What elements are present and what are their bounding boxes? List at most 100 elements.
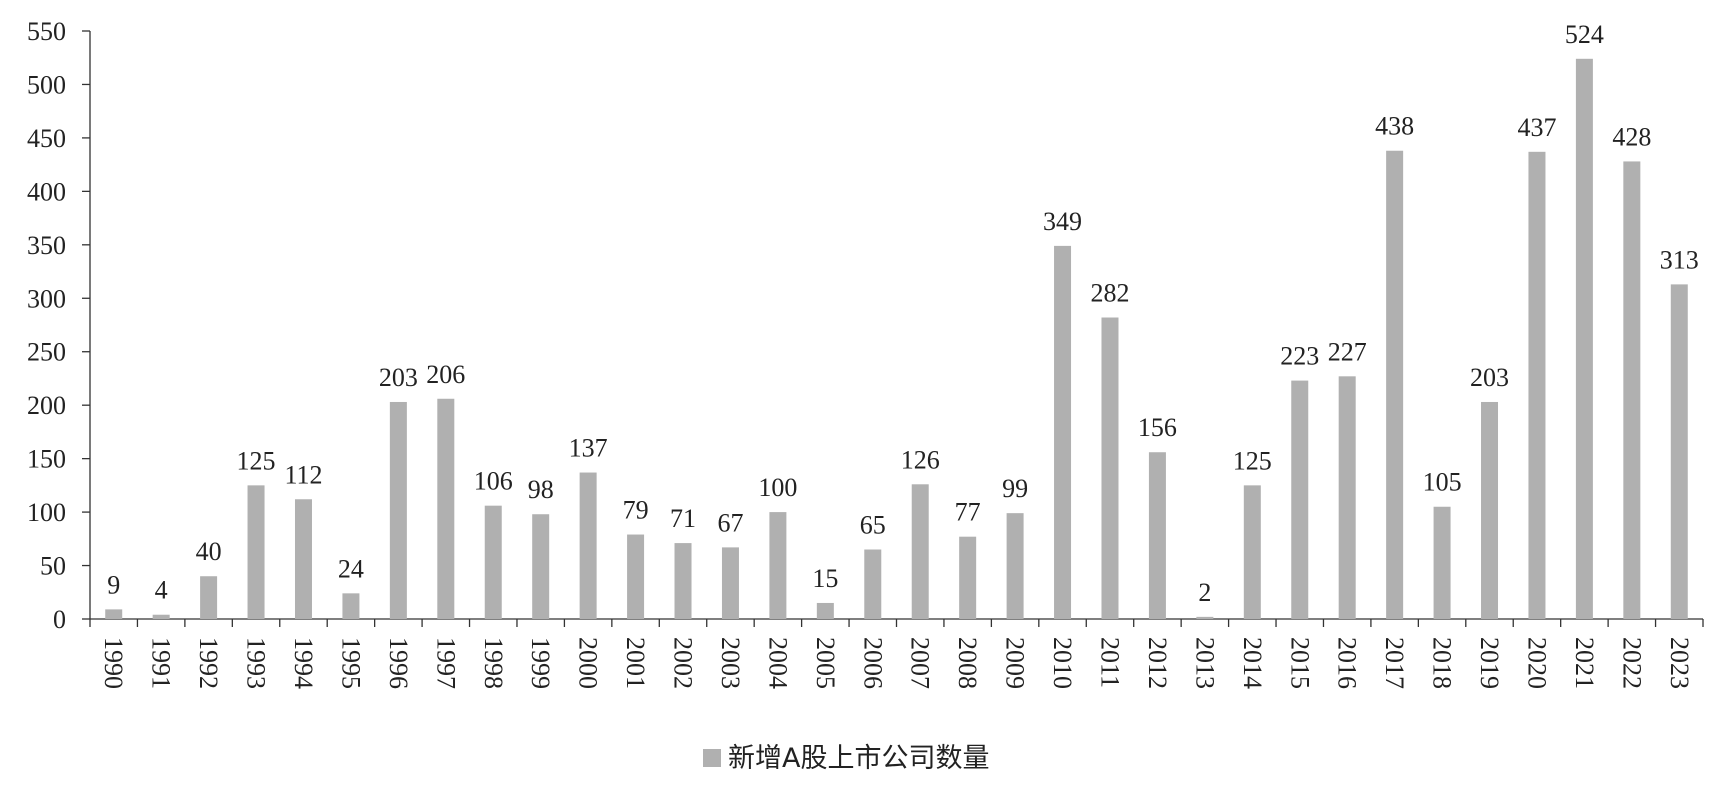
x-tick-label-1996: 1996 xyxy=(384,637,413,689)
y-tick-label: 550 xyxy=(27,17,66,46)
data-label-2004: 100 xyxy=(758,473,797,502)
bar-1993 xyxy=(247,485,265,619)
x-tick-label-2011: 2011 xyxy=(1095,637,1124,688)
bar-2020 xyxy=(1528,151,1546,620)
y-tick-label: 450 xyxy=(27,124,66,153)
bar-2010 xyxy=(1054,245,1072,619)
y-tick-label: 100 xyxy=(27,498,66,527)
x-tick-label-1998: 1998 xyxy=(479,637,508,689)
bar-2003 xyxy=(721,547,739,619)
bar-2022 xyxy=(1623,161,1641,620)
y-axis: 0 50 100 150 200 250 300 350 400 450 500 550 xyxy=(27,17,91,634)
data-label-1992: 40 xyxy=(196,537,222,566)
bar-2008 xyxy=(959,536,977,619)
x-tick-label-2023: 2023 xyxy=(1665,637,1694,689)
data-label-2014: 125 xyxy=(1233,446,1272,475)
bar-1992 xyxy=(200,576,218,619)
bar-1990 xyxy=(105,609,123,619)
y-tick-label: 50 xyxy=(40,552,66,581)
data-label-2020: 437 xyxy=(1517,113,1556,142)
x-tick-label-2013: 2013 xyxy=(1190,637,1219,689)
x-tick-label-1993: 1993 xyxy=(242,637,271,689)
legend: 新增A股上市公司数量 xyxy=(703,743,989,774)
bar-2001 xyxy=(627,534,645,619)
bar-2005 xyxy=(816,602,834,619)
x-tick-label-1992: 1992 xyxy=(194,637,223,689)
x-tick-label-1997: 1997 xyxy=(431,637,460,689)
data-label-2000: 137 xyxy=(569,434,608,463)
bar-1991 xyxy=(152,614,170,619)
data-label-2021: 524 xyxy=(1565,20,1604,49)
data-label-2019: 203 xyxy=(1470,363,1509,392)
x-tick-label-2009: 2009 xyxy=(1001,637,1030,689)
x-tick-label-1995: 1995 xyxy=(336,637,365,689)
bar-1994 xyxy=(294,499,312,619)
x-tick-label-2016: 2016 xyxy=(1333,637,1362,689)
x-axis: 1990 1991 1992 1993 1994 1995 1996 1997 1998 1999… xyxy=(89,618,1704,689)
x-tick-label-1994: 1994 xyxy=(289,637,318,689)
x-tick-label-2020: 2020 xyxy=(1522,637,1551,689)
bar-1997 xyxy=(437,398,455,619)
bar-2009 xyxy=(1006,513,1024,619)
data-label-2012: 156 xyxy=(1138,413,1177,442)
bar-2018 xyxy=(1433,506,1451,619)
x-tick-label-2004: 2004 xyxy=(763,637,792,689)
bar-2023 xyxy=(1670,284,1688,619)
data-label-2016: 227 xyxy=(1328,337,1367,366)
data-label-1993: 125 xyxy=(237,446,276,475)
data-label-2018: 105 xyxy=(1423,468,1462,497)
y-tick-label: 350 xyxy=(27,231,66,260)
bar-2021 xyxy=(1575,58,1593,619)
y-tick-label: 400 xyxy=(27,177,66,206)
bar-2002 xyxy=(674,543,692,619)
legend-swatch xyxy=(703,749,721,767)
bar-2000 xyxy=(579,472,597,619)
y-tick-label: 150 xyxy=(27,445,66,474)
x-tick-label-2014: 2014 xyxy=(1238,637,1267,689)
x-tick-label-2010: 2010 xyxy=(1048,637,1077,689)
bar-2012 xyxy=(1148,452,1166,619)
data-label-2010: 349 xyxy=(1043,207,1082,236)
bar-2011 xyxy=(1101,317,1119,619)
x-tick-label-2022: 2022 xyxy=(1617,637,1646,689)
x-tick-label-2018: 2018 xyxy=(1428,637,1457,689)
bar-2015 xyxy=(1291,380,1309,619)
bar-1999 xyxy=(532,514,550,619)
data-label-2011: 282 xyxy=(1090,279,1129,308)
x-tick-label-1991: 1991 xyxy=(147,637,176,689)
bar-1995 xyxy=(342,593,360,619)
bar-2019 xyxy=(1481,401,1499,619)
data-label-2006: 65 xyxy=(860,511,886,540)
data-label-2015: 223 xyxy=(1280,342,1319,371)
bar-2016 xyxy=(1338,376,1356,619)
data-label-2013: 2 xyxy=(1198,578,1211,607)
data-label-1996: 203 xyxy=(379,363,418,392)
x-tick-label-2005: 2005 xyxy=(811,637,840,689)
y-tick-label: 250 xyxy=(27,338,66,367)
bar-1998 xyxy=(484,505,502,619)
x-tick-label-1999: 1999 xyxy=(526,637,555,689)
x-tick-label-2000: 2000 xyxy=(574,637,603,689)
data-label-2001: 79 xyxy=(623,496,649,525)
data-label-2022: 428 xyxy=(1612,122,1651,151)
x-tick-label-2017: 2017 xyxy=(1380,637,1409,689)
data-label-2017: 438 xyxy=(1375,112,1414,141)
data-label-1995: 24 xyxy=(338,554,364,583)
bar-2017 xyxy=(1386,150,1404,620)
data-labels: 9 4 40 125 112 24 203 206 106 98 137 79 71 67 100 15 65 1… xyxy=(107,20,1699,607)
x-tick-label-1990: 1990 xyxy=(99,637,128,689)
bars xyxy=(105,58,1688,620)
x-tick-label-2015: 2015 xyxy=(1285,637,1314,689)
data-label-1991: 4 xyxy=(155,576,168,605)
x-tick-label-2002: 2002 xyxy=(669,637,698,689)
x-tick-label-2019: 2019 xyxy=(1475,637,1504,689)
data-label-2008: 77 xyxy=(955,498,981,527)
data-label-2009: 99 xyxy=(1002,474,1028,503)
bar-1996 xyxy=(389,401,407,619)
data-label-2005: 15 xyxy=(812,564,838,593)
bar-2006 xyxy=(864,549,882,619)
data-label-1994: 112 xyxy=(284,460,322,489)
bar-2007 xyxy=(911,484,929,619)
data-label-2003: 67 xyxy=(717,508,743,537)
